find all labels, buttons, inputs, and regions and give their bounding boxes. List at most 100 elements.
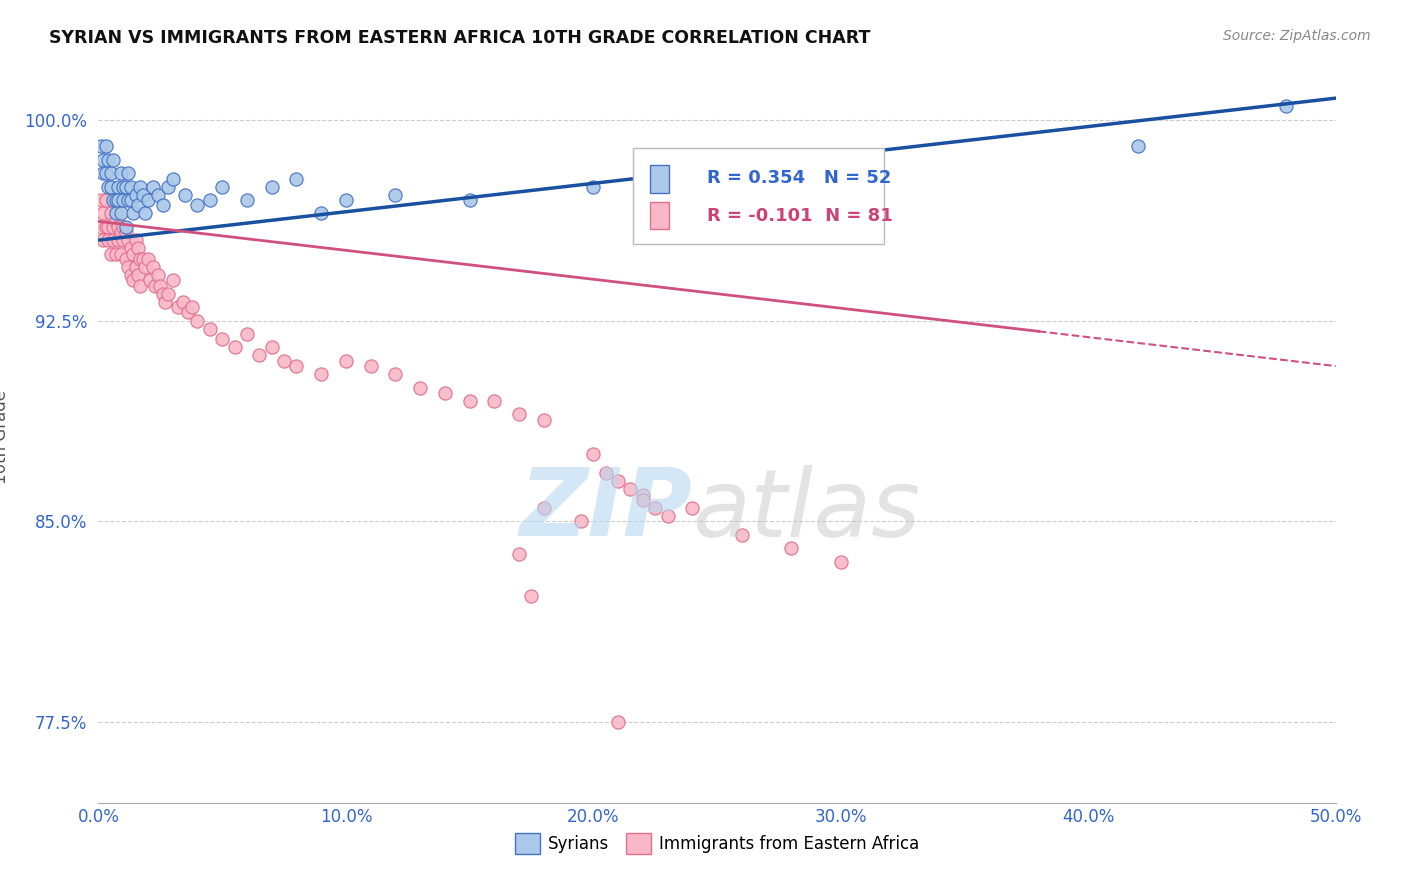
Point — [260, 179, 283, 194]
Point — [143, 278, 166, 293]
Point — [285, 171, 308, 186]
Point — [335, 353, 357, 368]
Point — [94, 166, 117, 180]
Point — [607, 475, 630, 489]
Point — [122, 246, 145, 260]
Point — [122, 273, 145, 287]
Point — [149, 278, 172, 293]
Point — [103, 193, 125, 207]
Point — [136, 252, 159, 266]
Point — [198, 193, 221, 207]
Point — [142, 260, 165, 274]
Point — [384, 367, 406, 381]
Text: R = 0.354   N = 52: R = 0.354 N = 52 — [707, 169, 891, 187]
Text: atlas: atlas — [692, 465, 921, 556]
Point — [114, 252, 136, 266]
Point — [112, 233, 135, 247]
Point — [93, 206, 115, 220]
Point — [211, 179, 233, 194]
Point — [595, 467, 617, 481]
Point — [1126, 139, 1149, 153]
Point — [520, 590, 543, 604]
Point — [136, 193, 159, 207]
Point — [103, 219, 125, 234]
Point — [124, 260, 146, 274]
Point — [152, 198, 174, 212]
Point — [335, 193, 357, 207]
Point — [120, 193, 142, 207]
Point — [631, 488, 654, 502]
Point — [114, 179, 136, 194]
Point — [107, 193, 129, 207]
Point — [484, 393, 506, 408]
Text: R = -0.101  N = 81: R = -0.101 N = 81 — [707, 207, 893, 225]
Point — [120, 268, 142, 282]
Point — [100, 179, 122, 194]
Point — [508, 547, 530, 561]
Point — [100, 246, 122, 260]
Point — [162, 273, 184, 287]
Point — [309, 367, 332, 381]
Point — [129, 278, 152, 293]
Point — [103, 153, 125, 167]
Point — [117, 233, 139, 247]
Point — [607, 715, 630, 730]
Point — [458, 393, 481, 408]
Point — [97, 153, 120, 167]
Point — [508, 407, 530, 421]
Point — [309, 206, 332, 220]
Point — [247, 348, 270, 362]
Point — [155, 294, 177, 309]
Point — [129, 252, 152, 266]
Point — [100, 166, 122, 180]
Point — [94, 193, 117, 207]
Point — [132, 187, 155, 202]
Point — [122, 206, 145, 220]
Point — [107, 233, 129, 247]
Point — [104, 193, 127, 207]
Point — [127, 241, 149, 255]
Point — [780, 541, 803, 556]
Point — [90, 219, 112, 234]
Point — [110, 225, 132, 239]
Point — [619, 483, 641, 497]
Point — [174, 187, 197, 202]
Point — [152, 286, 174, 301]
Text: SYRIAN VS IMMIGRANTS FROM EASTERN AFRICA 10TH GRADE CORRELATION CHART: SYRIAN VS IMMIGRANTS FROM EASTERN AFRICA… — [49, 29, 870, 46]
Point — [142, 179, 165, 194]
Point — [112, 219, 135, 234]
Point — [104, 206, 127, 220]
Point — [384, 187, 406, 202]
Y-axis label: 10th Grade: 10th Grade — [0, 390, 10, 484]
Point — [409, 380, 432, 394]
Point — [186, 313, 208, 327]
Text: Source: ZipAtlas.com: Source: ZipAtlas.com — [1223, 29, 1371, 43]
Point — [156, 286, 179, 301]
Point — [114, 225, 136, 239]
Point — [90, 193, 112, 207]
Point — [93, 233, 115, 247]
Point — [93, 166, 115, 180]
Point — [124, 187, 146, 202]
Point — [110, 246, 132, 260]
Point — [260, 340, 283, 354]
Point — [100, 206, 122, 220]
Point — [110, 206, 132, 220]
Point — [129, 179, 152, 194]
Point — [132, 252, 155, 266]
Point — [458, 193, 481, 207]
Point — [146, 268, 169, 282]
Point — [176, 305, 198, 319]
Point — [582, 179, 605, 194]
Point — [94, 219, 117, 234]
Point — [127, 268, 149, 282]
Point — [830, 206, 852, 220]
Point — [830, 555, 852, 569]
Point — [97, 219, 120, 234]
Point — [107, 219, 129, 234]
Point — [139, 273, 162, 287]
Point — [162, 171, 184, 186]
Point — [236, 193, 259, 207]
Point — [236, 326, 259, 341]
Point — [224, 340, 246, 354]
